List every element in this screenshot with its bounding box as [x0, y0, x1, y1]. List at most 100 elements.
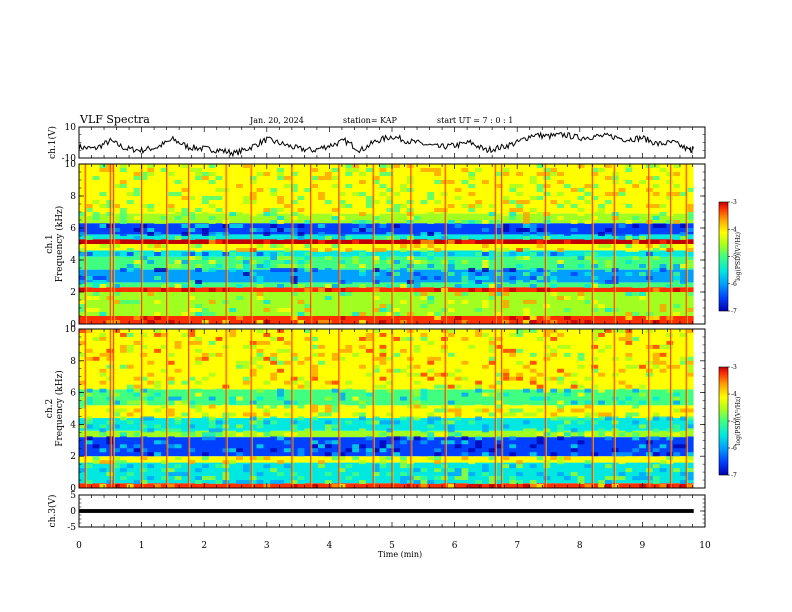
spectral-cell [256, 424, 264, 429]
spectral-cell [85, 204, 93, 208]
spectral-cell [495, 240, 503, 244]
spectral-cell [345, 348, 353, 353]
spectral-cell [154, 452, 161, 457]
spectral-cell [188, 240, 196, 244]
spectral-cell [188, 308, 196, 312]
spectral-cell [229, 380, 237, 385]
spectral-cell [283, 204, 291, 208]
spectral-cell [413, 388, 421, 393]
spectral-cell [188, 184, 196, 188]
spectral-cell [550, 452, 558, 457]
spectral-cell [468, 284, 476, 288]
spectral-cell [92, 336, 100, 341]
spectral-cell [393, 236, 401, 240]
spectral-cell [283, 228, 291, 232]
spectral-cell [434, 456, 442, 461]
spectral-cell [147, 240, 155, 244]
spectral-cell [208, 232, 216, 236]
spectral-cell [413, 468, 421, 473]
spectral-cell [304, 336, 312, 341]
spectral-cell [659, 288, 667, 292]
spectral-cell [680, 208, 687, 212]
spectral-cell [447, 468, 455, 473]
spectral-cell [420, 412, 428, 417]
spectral-cell [686, 356, 694, 361]
spectral-cell [372, 396, 380, 401]
spectral-cell [673, 260, 681, 264]
spectral-cell [475, 480, 482, 485]
spectral-cell [400, 436, 407, 441]
spectral-cell [140, 388, 148, 393]
spectral-cell [154, 408, 161, 413]
spectral-cell [290, 356, 298, 361]
spectral-cell [468, 352, 476, 357]
spectral-cell [85, 308, 93, 312]
spectral-cell [441, 208, 448, 212]
spectral-cell [522, 329, 530, 333]
spectral-cell [536, 240, 544, 244]
spectral-cell [208, 252, 216, 256]
spectral-cell [495, 444, 503, 449]
spectral-cell [666, 220, 674, 224]
spectral-cell [147, 396, 155, 401]
spectral-cell [290, 304, 298, 308]
spectral-cell [563, 240, 571, 244]
spectral-cell [686, 416, 694, 421]
spectral-cell [495, 344, 503, 349]
spectral-cell [427, 244, 435, 248]
spectral-cell [188, 288, 196, 292]
spectral-cell [570, 472, 578, 477]
spectral-cell [345, 332, 353, 337]
spectral-cell [359, 180, 366, 184]
spectral-cell [591, 264, 599, 268]
y-axis-title: ch.2Frequency (kHz) [45, 370, 65, 447]
spectral-cell [140, 332, 148, 337]
spectral-cell [502, 228, 510, 232]
spectral-cell [481, 392, 489, 397]
spectral-cell [680, 300, 687, 304]
spectral-cell [113, 456, 120, 461]
spectral-cell [386, 420, 394, 425]
spectral-cell [625, 332, 633, 337]
spectral-cell [236, 364, 243, 369]
spectral-cell [659, 308, 667, 312]
spectral-cell [673, 304, 681, 308]
spectral-cell [598, 168, 605, 172]
spectral-cell [249, 376, 257, 381]
spectral-cell [126, 268, 134, 272]
spectral-cell [324, 236, 332, 240]
spectral-cell [113, 228, 120, 232]
spectral-cell [413, 344, 421, 349]
spectral-cell [236, 456, 243, 461]
spectral-cell [229, 300, 237, 304]
spectral-cell [92, 432, 100, 437]
spectral-cell [454, 284, 462, 288]
spectral-cell [645, 452, 653, 457]
spectral-cell [673, 268, 681, 272]
spectral-cell [475, 204, 482, 208]
spectral-cell [522, 308, 530, 312]
spectral-cell [345, 164, 353, 168]
y-tick-label: -5 [67, 523, 76, 533]
spectral-cell [557, 408, 564, 413]
spectral-cell [447, 272, 455, 276]
spectral-cell [331, 184, 339, 188]
spectral-cell [283, 360, 291, 365]
spectral-cell [331, 224, 339, 228]
spectral-cell [290, 376, 298, 381]
spectral-cell [673, 288, 681, 292]
spectral-cell [290, 420, 298, 425]
spectral-cell [577, 372, 585, 377]
spectral-cell [536, 232, 544, 236]
spectral-cell [126, 200, 134, 204]
spectral-cell [557, 344, 564, 349]
spectral-cell [468, 192, 476, 196]
spectral-cell [454, 476, 462, 481]
spectral-cell [618, 368, 626, 373]
spectral-cell [639, 292, 646, 296]
spectral-cell [365, 308, 373, 312]
spectral-cell [174, 168, 182, 172]
spectral-cell [324, 408, 332, 413]
spectral-cell [577, 192, 585, 196]
spectral-cell [242, 380, 250, 385]
